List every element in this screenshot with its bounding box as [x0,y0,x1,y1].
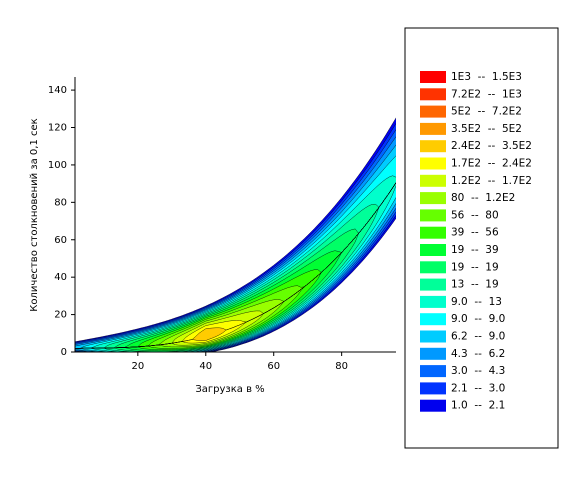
x-tick-label: 40 [199,361,212,372]
contour-band [75,182,396,349]
y-tick-label: 60 [54,235,67,246]
legend-swatch [420,88,446,101]
contour-band [75,182,396,349]
legend-label: 13 -- 19 [451,279,499,291]
legend-label: 6.2 -- 9.0 [451,331,505,343]
y-tick-label: 120 [48,123,67,134]
legend-label: 2.4E2 -- 3.5E2 [451,140,532,152]
y-tick-label: 100 [48,160,67,171]
legend-label: 39 -- 56 [451,227,499,239]
legend-swatch [420,140,446,153]
x-tick-label: 60 [267,361,280,372]
legend-label: 4.3 -- 6.2 [451,348,505,360]
legend-swatch [420,330,446,343]
legend-label: 1.7E2 -- 2.4E2 [451,158,532,170]
legend-label: 2.1 -- 3.0 [451,382,505,394]
legend-label: 19 -- 19 [451,261,499,273]
legend-swatch [420,313,446,326]
legend-swatch [420,122,446,135]
legend-label: 9.0 -- 9.0 [451,313,505,325]
y-tick-label: 20 [54,310,67,321]
legend-label: 1.0 -- 2.1 [451,400,505,412]
y-tick-label: 0 [61,347,67,358]
y-axis-label: Количество столкновений за 0,1 сек [29,118,40,311]
legend-label: 3.0 -- 4.3 [451,365,505,377]
legend-label: 9.0 -- 13 [451,296,502,308]
legend-swatch [420,157,446,170]
legend-label: 56 -- 80 [451,209,499,221]
legend-swatch [420,382,446,395]
legend-label: 1E3 -- 1.5E3 [451,71,522,83]
legend-swatch [420,295,446,308]
legend-label: 80 -- 1.2E2 [451,192,515,204]
x-tick-label: 20 [131,361,144,372]
legend-swatch [420,105,446,118]
legend-label: 5E2 -- 7.2E2 [451,106,522,118]
legend-label: 19 -- 39 [451,244,499,256]
x-axis-label: Загрузка в % [195,384,264,395]
y-tick-label: 40 [54,272,67,283]
y-tick-label: 80 [54,197,67,208]
legend-swatch [420,347,446,360]
legend-swatch [420,244,446,256]
legend-swatch [420,365,446,378]
legend-swatch [420,209,446,222]
legend-swatch [420,192,446,205]
legend-swatch [420,399,446,412]
contour-band [75,182,396,349]
legend-label: 3.5E2 -- 5E2 [451,123,522,135]
legend-swatch [420,261,446,274]
legend-swatch [420,71,446,83]
legend-swatch [420,226,446,239]
legend-label: 7.2E2 -- 1E3 [451,88,522,100]
y-tick-label: 140 [48,85,67,96]
contour-area [75,117,396,352]
x-tick-label: 80 [335,361,348,372]
legend-label: 1.2E2 -- 1.7E2 [451,175,532,187]
legend-box [404,27,559,449]
legend-swatch [420,174,446,187]
legend-swatch [420,278,446,291]
